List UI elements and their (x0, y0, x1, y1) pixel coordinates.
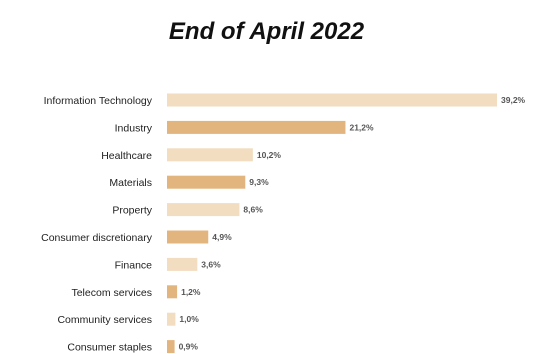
value-label-consumer-staples: 0,9% (179, 342, 199, 352)
category-label-consumer-staples: Consumer staples (67, 342, 152, 354)
bar-telecom-services (167, 285, 178, 299)
value-label-industry: 21,2% (349, 122, 374, 132)
value-label-telecom-services: 1,2% (181, 287, 201, 297)
value-label-information-technology: 39,2% (501, 95, 526, 105)
value-label-finance: 3,6% (201, 259, 221, 269)
category-label-healthcare: Healthcare (101, 150, 152, 162)
bar-consumer-discretionary (167, 230, 209, 244)
bar-information-technology (167, 93, 497, 107)
bar-consumer-staples (167, 340, 175, 354)
category-label-industry: Industry (115, 122, 153, 134)
value-label-consumer-discretionary: 4,9% (212, 232, 232, 242)
category-label-information-technology: Information Technology (44, 95, 153, 107)
category-label-consumer-discretionary: Consumer discretionary (41, 232, 153, 244)
category-label-materials: Materials (109, 177, 152, 189)
category-label-finance: Finance (115, 259, 153, 271)
category-label-telecom-services: Telecom services (71, 287, 152, 299)
value-label-property: 8,6% (243, 205, 263, 215)
bar-industry (167, 120, 346, 134)
bar-community-services (167, 312, 176, 326)
value-label-materials: 9,3% (249, 177, 269, 187)
chart-title: End of April 2022 (168, 18, 365, 45)
bar-finance (167, 257, 198, 271)
bar-materials (167, 175, 246, 189)
value-label-community-services: 1,0% (179, 314, 199, 324)
value-label-healthcare: 10,2% (257, 150, 282, 160)
category-label-property: Property (112, 205, 152, 217)
category-label-community-services: Community services (57, 314, 152, 326)
bar-healthcare (167, 148, 253, 162)
bar-property (167, 203, 240, 217)
